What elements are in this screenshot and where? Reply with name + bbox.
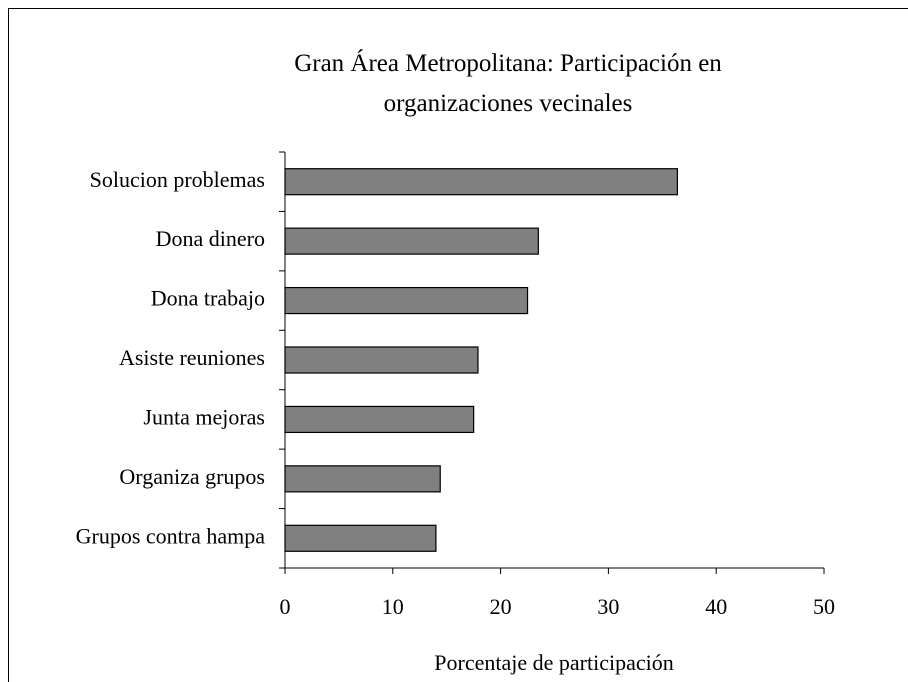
- x-tick-label: 20: [490, 594, 512, 619]
- bar: [284, 346, 479, 374]
- x-tick-label: 30: [597, 594, 619, 619]
- x-tick-label: 40: [705, 594, 727, 619]
- y-tick-label: Dona trabajo: [151, 286, 265, 311]
- y-tick-label: Solucion problemas: [90, 167, 265, 192]
- bar: [284, 405, 475, 434]
- bar: [284, 524, 437, 552]
- y-tick-label: Junta mejoras: [143, 404, 265, 429]
- chart-title: Gran Área Metropolitana: Participación e…: [294, 50, 722, 117]
- y-tick-label: Organiza grupos: [119, 464, 265, 489]
- bar: [284, 168, 678, 196]
- x-axis-label: Porcentaje de participación: [434, 650, 673, 675]
- y-tick-label: Asiste reuniones: [119, 345, 265, 370]
- chart-frame: [8, 8, 908, 682]
- y-tick-label: Grupos contra hampa: [76, 523, 266, 548]
- bar: [284, 286, 529, 315]
- x-tick-label: 10: [382, 594, 404, 619]
- bar: [284, 227, 539, 255]
- x-tick-label: 50: [813, 594, 835, 619]
- x-tick-label: 0: [280, 594, 291, 619]
- bar: [284, 465, 441, 493]
- y-tick-label: Dona dinero: [156, 226, 265, 251]
